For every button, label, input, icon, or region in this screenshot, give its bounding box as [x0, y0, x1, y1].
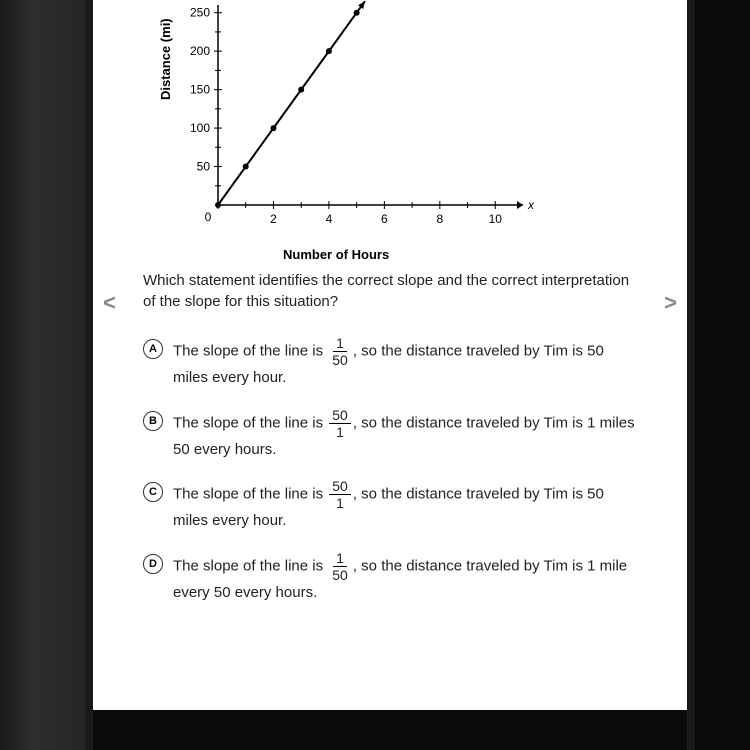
chart-svg: 501001502002502468100x	[163, 0, 543, 240]
fraction-denominator: 50	[329, 567, 351, 582]
distance-chart: Distance (mi) 501001502002502468100x Num…	[163, 0, 543, 260]
option-d[interactable]: D The slope of the line is 150, so the di…	[143, 551, 637, 605]
svg-text:150: 150	[190, 83, 210, 97]
prev-arrow[interactable]: <	[103, 290, 116, 316]
svg-text:100: 100	[190, 121, 210, 135]
option-pre: The slope of the line is	[173, 557, 327, 574]
content-area: Distance (mi) 501001502002502468100x Num…	[93, 0, 687, 710]
option-a[interactable]: A The slope of the line is 150, so the di…	[143, 336, 637, 390]
svg-text:x: x	[527, 198, 535, 212]
svg-text:250: 250	[190, 6, 210, 20]
fraction-numerator: 1	[333, 336, 347, 352]
svg-text:50: 50	[197, 160, 211, 174]
fraction: 501	[329, 408, 351, 439]
option-text: The slope of the line is 150, so the dis…	[173, 336, 637, 390]
x-axis-label: Number of Hours	[283, 247, 389, 262]
option-text: The slope of the line is 501, so the dis…	[173, 408, 637, 462]
svg-text:200: 200	[190, 44, 210, 58]
fraction-numerator: 50	[329, 479, 351, 495]
option-letter: C	[143, 482, 163, 502]
svg-text:0: 0	[205, 210, 212, 224]
fraction: 150	[329, 336, 351, 367]
option-letter: A	[143, 339, 163, 359]
svg-text:6: 6	[381, 212, 388, 226]
option-text: The slope of the line is 150, so the dis…	[173, 551, 637, 605]
svg-text:2: 2	[270, 212, 277, 226]
option-b[interactable]: B The slope of the line is 501, so the di…	[143, 408, 637, 462]
svg-text:4: 4	[326, 212, 333, 226]
options-list: A The slope of the line is 150, so the di…	[113, 336, 667, 604]
option-text: The slope of the line is 501, so the dis…	[173, 479, 637, 533]
option-letter: B	[143, 411, 163, 431]
fraction: 501	[329, 479, 351, 510]
svg-text:10: 10	[489, 212, 503, 226]
next-arrow[interactable]: >	[664, 290, 677, 316]
fraction-numerator: 1	[333, 551, 347, 567]
fraction-denominator: 1	[333, 424, 347, 439]
y-axis-label: Distance (mi)	[158, 18, 173, 100]
option-pre: The slope of the line is	[173, 342, 327, 359]
option-pre: The slope of the line is	[173, 485, 327, 502]
device-bezel-right	[695, 0, 750, 750]
device-bezel-left	[0, 0, 85, 750]
fraction-numerator: 50	[329, 408, 351, 424]
option-letter: D	[143, 554, 163, 574]
device-bottom-bar	[93, 710, 687, 750]
option-c[interactable]: C The slope of the line is 501, so the di…	[143, 479, 637, 533]
option-pre: The slope of the line is	[173, 414, 327, 431]
device-frame: Distance (mi) 501001502002502468100x Num…	[85, 0, 695, 750]
fraction: 150	[329, 551, 351, 582]
svg-text:8: 8	[436, 212, 443, 226]
fraction-denominator: 1	[333, 495, 347, 510]
question-text: Which statement identifies the correct s…	[143, 270, 637, 312]
fraction-denominator: 50	[329, 352, 351, 367]
